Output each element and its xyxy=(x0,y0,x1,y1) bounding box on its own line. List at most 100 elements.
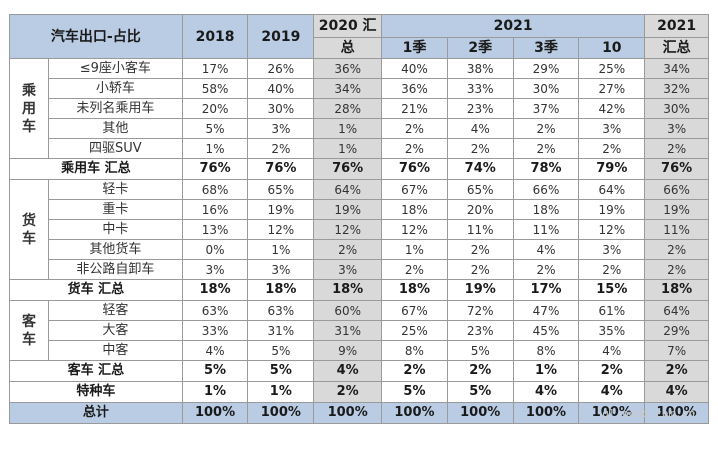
cell-value: 5% xyxy=(181,360,249,382)
row-label: 重卡 xyxy=(48,199,183,220)
col-q3: 3季 xyxy=(512,37,580,59)
cell-value: 1% xyxy=(381,239,448,260)
cell-value: 3% xyxy=(578,118,646,139)
cell-value: 47% xyxy=(512,300,580,321)
cell-value: 2% xyxy=(313,239,383,260)
table-row: 大客 33% 31% 31% 25% 23% 45% 35% 29% xyxy=(10,320,709,341)
cell-value: 3% xyxy=(247,259,315,280)
cell-value: 2% xyxy=(512,259,580,280)
row-label: 非公路自卸车 xyxy=(48,259,183,280)
cell-value: 5% xyxy=(446,340,514,361)
cell-value: 3% xyxy=(247,118,315,139)
cell-value: 35% xyxy=(578,320,646,341)
cell-value: 2% xyxy=(512,138,580,159)
cell-value: 76% xyxy=(644,158,709,180)
cell-value: 19% xyxy=(313,199,383,220)
cell-value: 1% xyxy=(313,138,383,159)
table-row: 中卡 13% 12% 12% 12% 11% 11% 12% 11% xyxy=(10,219,709,240)
cell-value: 2% xyxy=(446,239,514,260)
cell-value: 30% xyxy=(512,78,580,99)
cell-value: 11% xyxy=(512,219,580,240)
cell-value: 18% xyxy=(381,199,448,220)
col-2021-group: 2021 xyxy=(381,14,646,38)
col-2020-line2: 总 xyxy=(313,37,383,59)
cell-value: 23% xyxy=(446,320,514,341)
cell-value: 26% xyxy=(247,58,315,79)
cell-value: 18% xyxy=(313,279,383,301)
table-row: 非公路自卸车 3% 3% 3% 2% 2% 2% 2% 2% xyxy=(10,259,709,280)
cell-value: 5% xyxy=(181,118,249,139)
cell-value: 67% xyxy=(381,300,448,321)
col-m10: 10 xyxy=(578,37,646,59)
row-label: 小轿车 xyxy=(48,78,183,99)
table-row: 乘用车 ≤9座小客车 17% 26% 36% 40% 38% 29% 25% 34% xyxy=(8,58,709,159)
cell-value: 100% xyxy=(313,402,383,424)
cell-value: 58% xyxy=(181,78,249,99)
cell-value: 1% xyxy=(247,239,315,260)
corner-header: 汽车出口-占比 xyxy=(9,14,183,59)
cell-value: 63% xyxy=(247,300,315,321)
row-label: 总计 xyxy=(9,402,183,424)
cell-value: 12% xyxy=(578,219,646,240)
header-row-2: 总 1季 2季 3季 10 汇总 xyxy=(10,37,709,59)
cell-value: 20% xyxy=(446,199,514,220)
cell-value: 76% xyxy=(181,158,249,180)
cell-value: 2% xyxy=(247,138,315,159)
cell-value: 4% xyxy=(512,239,580,260)
row-label: 其他货车 xyxy=(48,239,183,260)
cell-value: 1% xyxy=(181,381,249,403)
cell-value: 5% xyxy=(381,381,448,403)
cell-value: 2% xyxy=(644,259,709,280)
cell-value: 12% xyxy=(247,219,315,240)
table-row: 未列名乘用车 20% 30% 28% 21% 23% 37% 42% 30% xyxy=(10,98,709,119)
cell-value: 79% xyxy=(578,158,646,180)
group-text: 货车 xyxy=(22,212,37,247)
cell-value: 34% xyxy=(644,58,709,79)
table-row: 重卡 16% 19% 19% 18% 20% 18% 19% 19% xyxy=(10,199,709,220)
col-q1: 1季 xyxy=(381,37,448,59)
table-row: 其他货车 0% 1% 2% 1% 2% 4% 3% 2% xyxy=(10,239,709,260)
cell-value: 23% xyxy=(446,98,514,119)
group-label-passenger: 乘用车 xyxy=(8,58,50,159)
cell-value: 18% xyxy=(512,199,580,220)
row-label: 特种车 xyxy=(9,381,183,403)
cell-value: 2% xyxy=(446,360,514,382)
table-row: 其他 5% 3% 1% 2% 4% 2% 3% 3% xyxy=(10,118,709,139)
cell-value: 45% xyxy=(512,320,580,341)
cell-value: 0% xyxy=(181,239,249,260)
cell-value: 40% xyxy=(381,58,448,79)
cell-value: 37% xyxy=(512,98,580,119)
cell-value: 60% xyxy=(313,300,383,321)
table-row: 四驱SUV 1% 2% 1% 2% 2% 2% 2% 2% xyxy=(10,138,709,159)
cell-value: 64% xyxy=(644,300,709,321)
cell-value: 25% xyxy=(381,320,448,341)
cell-value: 30% xyxy=(247,98,315,119)
cell-value: 2% xyxy=(446,259,514,280)
col-q2: 2季 xyxy=(446,37,514,59)
cell-value: 18% xyxy=(181,279,249,301)
cell-value: 100% xyxy=(446,402,514,424)
cell-value: 30% xyxy=(644,98,709,119)
cell-value: 29% xyxy=(644,320,709,341)
watermark: gl.pedd.com.cn xyxy=(602,407,695,420)
cell-value: 18% xyxy=(644,279,709,301)
cell-value: 38% xyxy=(446,58,514,79)
cell-value: 2% xyxy=(578,259,646,280)
cell-value: 100% xyxy=(247,402,315,424)
cell-value: 76% xyxy=(313,158,383,180)
cell-value: 66% xyxy=(512,179,580,200)
cell-value: 76% xyxy=(381,158,448,180)
cell-value: 18% xyxy=(381,279,448,301)
cell-value: 72% xyxy=(446,300,514,321)
cell-value: 65% xyxy=(247,179,315,200)
cell-value: 2% xyxy=(381,259,448,280)
cell-value: 31% xyxy=(313,320,383,341)
cell-value: 63% xyxy=(181,300,249,321)
group-text: 乘用车 xyxy=(22,82,37,135)
cell-value: 18% xyxy=(247,279,315,301)
row-label: 未列名乘用车 xyxy=(48,98,183,119)
cell-value: 33% xyxy=(446,78,514,99)
cell-value: 76% xyxy=(247,158,315,180)
group-label-truck: 货车 xyxy=(8,179,50,280)
cell-value: 4% xyxy=(644,381,709,403)
